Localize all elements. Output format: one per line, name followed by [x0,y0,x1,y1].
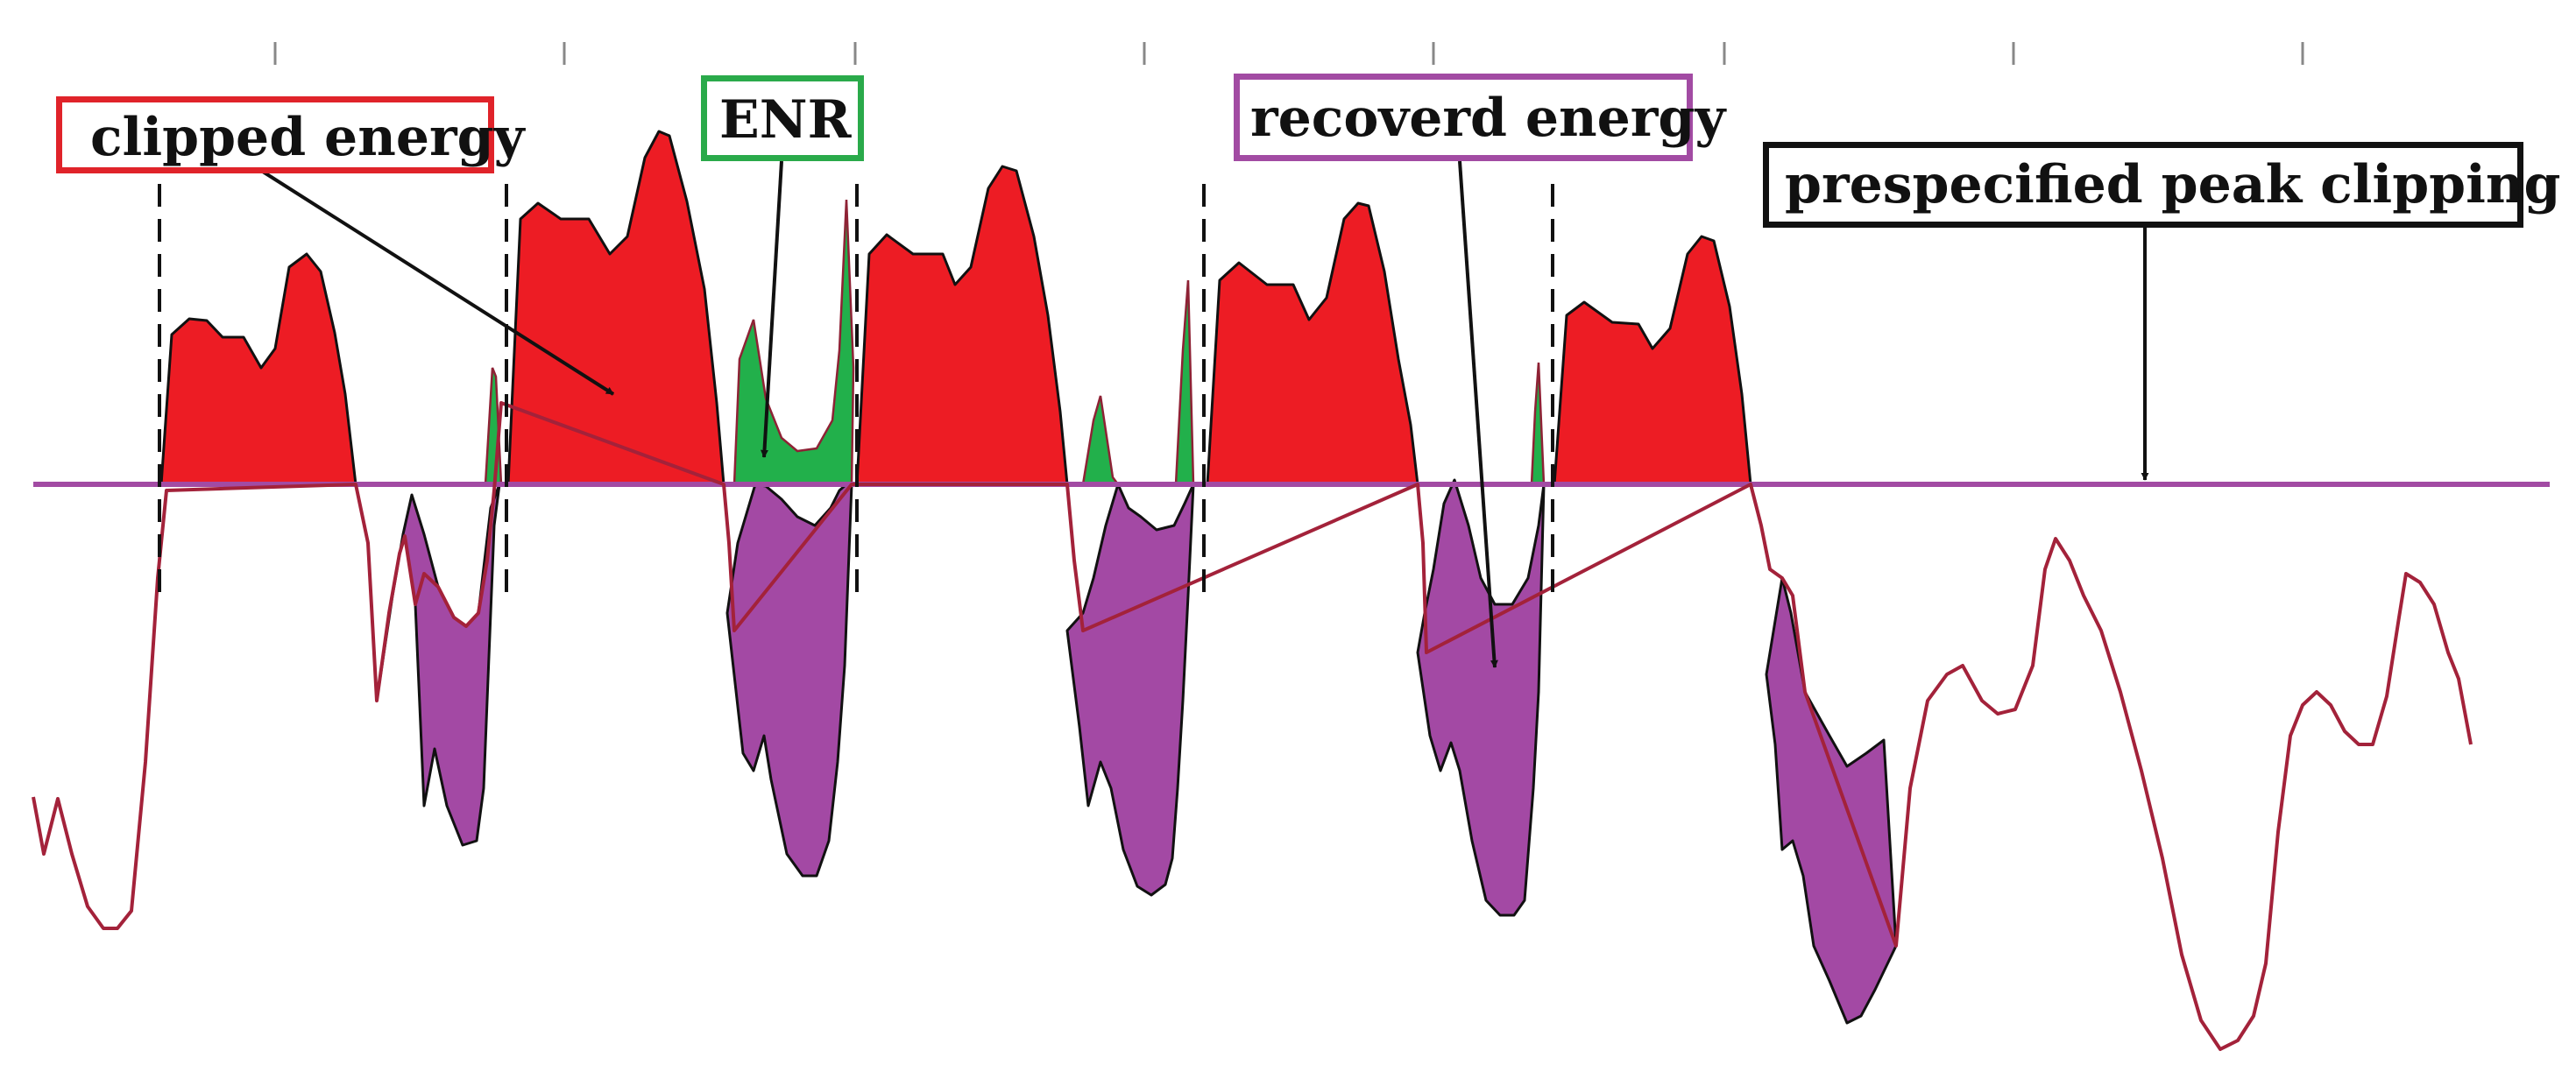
clipped-energy-regions [159,130,1752,486]
clipped-region-1 [159,252,357,486]
peak-clipping-label: prespecified peak clipping [1763,142,2560,228]
clipped-region-2 [506,130,725,486]
recovered-region-1 [375,483,501,847]
recovered-region-2 [725,483,853,878]
clipped-region-4 [1206,201,1419,486]
enr-region-2 [732,199,855,486]
enr-arrow [760,160,783,458]
recovered-region-4 [1416,478,1546,917]
enr-region-3 [1081,395,1121,486]
recovered-region-3 [1065,483,1195,897]
signal-waveform [32,401,2473,1051]
top-axis-ticks [273,42,2304,65]
enr-region-5 [1530,362,1546,486]
recovered-energy-regions [375,478,1898,1025]
enr-region-4 [1174,279,1195,486]
recovered-energy-arrow [1458,160,1498,668]
clipped-region-3 [855,165,1069,486]
clipped-region-5 [1553,235,1752,486]
clipped-energy-arrow [261,170,615,396]
enr-label: ENR [701,75,864,161]
clipped-energy-label: clipped energy [56,96,524,173]
recovered-energy-label: recoverd energy [1234,74,1725,161]
recovered-region-5 [1765,576,1898,1025]
annotation-arrows [261,160,2149,668]
